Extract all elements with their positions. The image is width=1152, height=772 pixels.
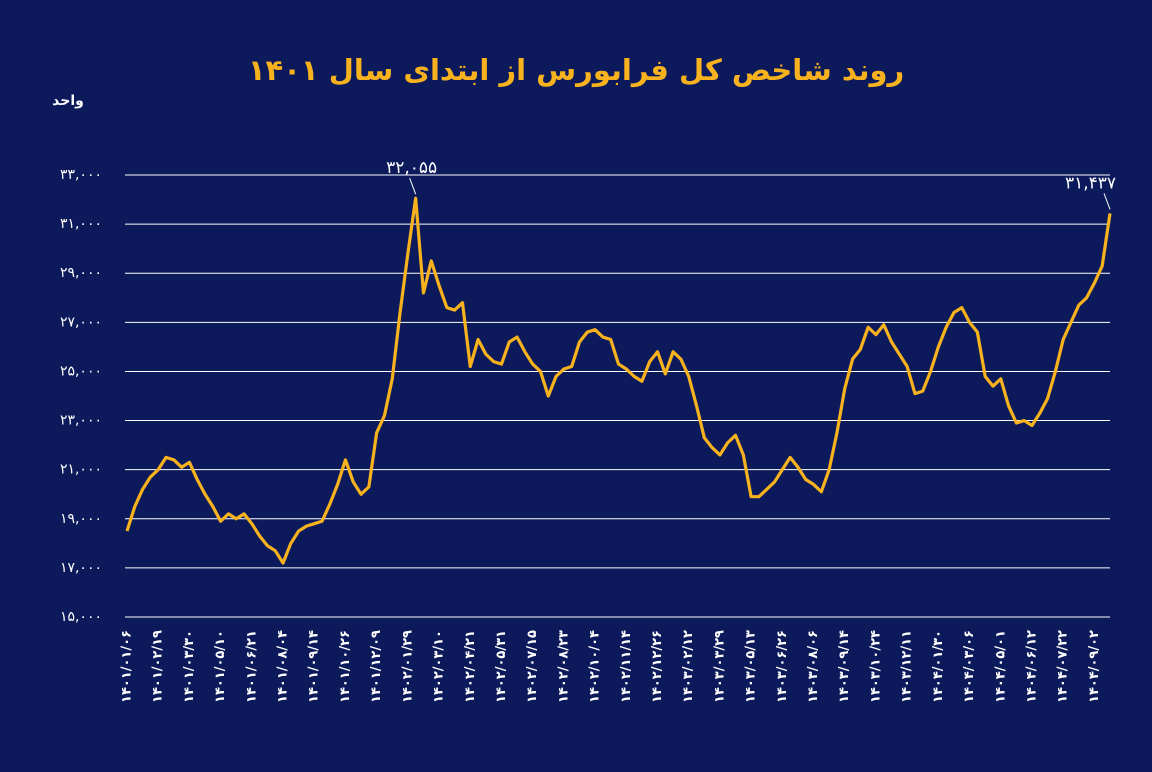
x-tick-label: ۱۴۰۳/۰۶/۲۶ <box>775 630 790 703</box>
x-tick-label: ۱۴۰۴/۰۳/۰۶ <box>962 630 977 703</box>
value-label: ۳۲,۰۵۵ <box>386 158 437 178</box>
x-tick-label: ۱۴۰۳/۱۲/۱۱ <box>900 630 915 703</box>
x-tick-label: ۱۴۰۲/۰۸/۲۳ <box>556 630 571 703</box>
y-tick-label: ۲۷,۰۰۰ <box>60 314 102 330</box>
annotation-pointer <box>409 178 417 195</box>
x-tick-label: ۱۴۰۳/۰۲/۱۲ <box>681 630 696 703</box>
x-tick-label: ۱۴۰۱/۱۰/۲۶ <box>338 630 353 703</box>
x-tick-label: ۱۴۰۱/۱۲/۰۹ <box>369 630 384 703</box>
x-tick-label: ۱۴۰۳/۱۰/۲۴ <box>868 630 883 703</box>
x-tick-label: ۱۴۰۲/۱۰/۰۴ <box>588 630 603 703</box>
x-tick-label: ۱۴۰۴/۰۹/۰۲ <box>1087 630 1102 703</box>
x-tick-label: ۱۴۰۱/۰۹/۱۴ <box>307 630 322 703</box>
y-tick-label: ۳۳,۰۰۰ <box>60 167 102 183</box>
x-tick-label: ۱۴۰۴/۰۵/۰۱ <box>993 630 1008 703</box>
x-tick-label: ۱۴۰۲/۰۷/۱۵ <box>525 630 540 703</box>
x-tick-label: ۱۴۰۲/۰۴/۲۱ <box>463 630 478 703</box>
x-tick-label: ۱۴۰۱/۰۵/۱۰ <box>213 630 228 703</box>
y-tick-label: ۱۷,۰۰۰ <box>60 560 102 576</box>
x-tick-label: ۱۴۰۳/۰۸/۰۶ <box>806 630 821 703</box>
x-tick-label: ۱۴۰۱/۰۱/۰۶ <box>120 630 135 703</box>
x-tick-label: ۱۴۰۳/۰۵/۱۳ <box>744 630 759 703</box>
x-tick-label: ۱۴۰۱/۰۳/۳۰ <box>182 630 197 703</box>
y-axis-unit: واحد <box>52 93 84 109</box>
y-tick-label: ۲۵,۰۰۰ <box>60 363 102 379</box>
x-tick-label: ۱۴۰۲/۱۲/۲۶ <box>650 630 665 703</box>
y-tick-label: ۲۱,۰۰۰ <box>60 462 102 478</box>
index-line <box>125 196 1112 565</box>
x-tick-label: ۱۴۰۳/۰۹/۱۴ <box>837 630 852 703</box>
x-tick-label: ۱۴۰۲/۰۵/۳۱ <box>494 630 509 703</box>
x-tick-label: ۱۴۰۴/۰۱/۳۰ <box>931 630 946 703</box>
x-tick-label: ۱۴۰۲/۰۳/۱۰ <box>432 630 447 703</box>
value-label: ۳۱,۴۳۷ <box>1065 173 1116 193</box>
x-tick-label: ۱۴۰۳/۰۳/۲۹ <box>712 630 727 703</box>
x-tick-label: ۱۴۰۲/۰۱/۲۹ <box>400 630 415 703</box>
annotation-pointer <box>1103 193 1111 210</box>
x-tick-label: ۱۴۰۴/۰۶/۱۲ <box>1024 630 1039 703</box>
y-tick-label: ۱۹,۰۰۰ <box>60 511 102 527</box>
y-tick-label: ۲۹,۰۰۰ <box>60 265 102 281</box>
y-tick-label: ۳۱,۰۰۰ <box>60 216 102 232</box>
x-tick-label: ۱۴۰۱/۰۶/۲۱ <box>244 630 259 703</box>
x-tick-label: ۱۴۰۱/۰۲/۱۹ <box>151 630 166 703</box>
y-tick-label: ۲۳,۰۰۰ <box>60 413 102 429</box>
x-tick-label: ۱۴۰۴/۰۷/۲۲ <box>1056 630 1071 703</box>
chart-title: روند شاخص کل فرابورس از ابتدای سال ۱۴۰۱ <box>248 53 904 87</box>
x-tick-label: ۱۴۰۱/۰۸/۰۴ <box>276 630 291 703</box>
y-tick-label: ۱۵,۰۰۰ <box>60 609 102 625</box>
x-tick-label: ۱۴۰۲/۱۱/۱۴ <box>619 630 634 703</box>
